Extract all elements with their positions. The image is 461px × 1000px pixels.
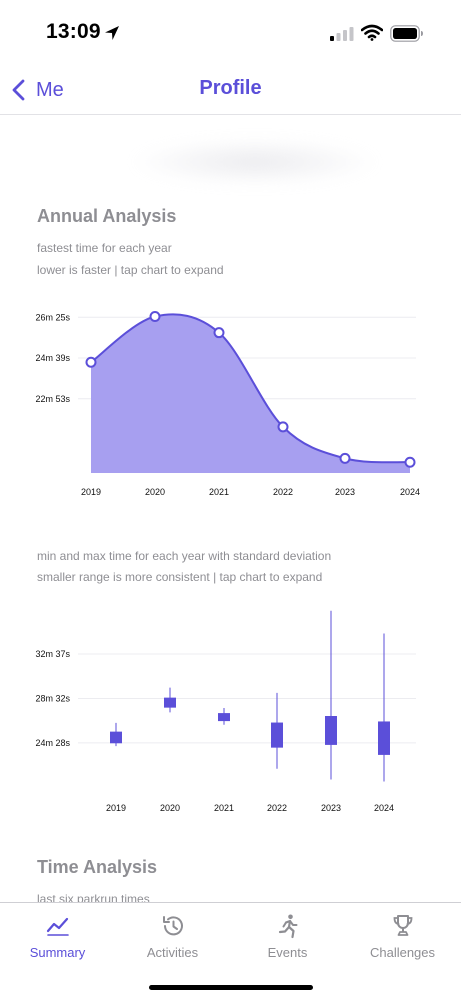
annual-analysis-title: Annual Analysis xyxy=(37,206,177,226)
chart-line-icon xyxy=(46,917,69,936)
annual-y-tick-label: 24m 39s xyxy=(35,353,70,363)
tab-challenges-label: Challenges xyxy=(369,945,436,960)
tab-bar: Summary Activities Events Challenges xyxy=(0,902,461,1000)
annual-data-point-2023 xyxy=(339,452,351,464)
annual-analysis-caption-1: fastest time for each year xyxy=(37,241,172,255)
annual-x-tick-label: 2021 xyxy=(209,487,229,497)
annual-y-tick-label: 26m 25s xyxy=(35,312,70,322)
tab-events[interactable]: Events xyxy=(230,913,345,967)
battery-icon xyxy=(390,25,423,42)
range-y-tick-label: 32m 37s xyxy=(35,649,70,659)
range-x-tick-label: 2024 xyxy=(374,803,394,813)
annual-y-tick-label: 22m 53s xyxy=(35,394,70,404)
runner-icon xyxy=(278,914,297,939)
status-bar: 13:09 xyxy=(0,0,461,66)
range-box-2020 xyxy=(164,697,176,708)
annual-fastest-time-chart[interactable]: 26m 25s 24m 39s 22m 53s 2019 2020 2021 2022 202… xyxy=(0,300,461,510)
tab-challenges[interactable]: Challenges xyxy=(345,913,460,967)
annual-x-tick-label: 2019 xyxy=(81,487,101,497)
annual-range-svg: 32m 37s 28m 32s 24m 28s 2019 2020 2021 2022 202… xyxy=(35,610,416,813)
trophy-icon xyxy=(393,915,412,936)
cellular-signal-icon xyxy=(330,27,354,41)
annual-analysis-caption-2: lower is faster | tap chart to expand xyxy=(37,263,224,277)
tab-summary[interactable]: Summary xyxy=(0,913,115,967)
annual-data-point-2024 xyxy=(404,456,416,468)
history-icon xyxy=(162,916,183,936)
annual-x-tick-label: 2023 xyxy=(335,487,355,497)
range-box-2021 xyxy=(218,713,230,722)
range-y-tick-label: 24m 28s xyxy=(35,738,70,748)
wifi-icon xyxy=(361,24,383,41)
range-x-tick-label: 2022 xyxy=(267,803,287,813)
annual-data-point-2019 xyxy=(85,356,97,368)
tab-activities-label: Activities xyxy=(146,945,199,960)
annual-area-fill xyxy=(91,314,410,473)
redacted-name xyxy=(130,138,380,186)
annual-x-tick-label: 2022 xyxy=(273,487,293,497)
annual-data-point-2020 xyxy=(149,311,161,323)
time-analysis-caption: last six parkrun times xyxy=(37,892,150,902)
range-box-2024 xyxy=(378,721,390,755)
tab-events-label: Events xyxy=(267,945,308,960)
annual-fastest-time-svg: 26m 25s 24m 39s 22m 53s 2019 2020 2021 2022 202… xyxy=(35,311,420,497)
home-indicator xyxy=(149,985,313,990)
range-box-2023 xyxy=(325,716,337,745)
annual-data-point-2022 xyxy=(277,421,289,433)
range-analysis-caption-2: smaller range is more consistent | tap c… xyxy=(37,570,323,584)
location-arrow-icon xyxy=(105,26,119,40)
profile-content[interactable]: Annual Analysis fastest time for each ye… xyxy=(0,116,461,902)
range-x-tick-label: 2021 xyxy=(214,803,234,813)
range-x-tick-label: 2020 xyxy=(160,803,180,813)
annual-x-tick-label: 2024 xyxy=(400,487,420,497)
time-analysis-title: Time Analysis xyxy=(37,857,158,877)
tab-summary-label: Summary xyxy=(29,945,86,960)
annual-x-tick-label: 2020 xyxy=(145,487,165,497)
back-button[interactable]: Me xyxy=(10,74,64,106)
range-x-tick-label: 2019 xyxy=(106,803,126,813)
range-box-2022 xyxy=(271,722,283,748)
tab-activities[interactable]: Activities xyxy=(115,913,230,967)
back-button-label: Me xyxy=(36,78,64,101)
range-y-tick-label: 28m 32s xyxy=(35,694,70,704)
status-time: 13:09 xyxy=(46,20,101,43)
annual-range-chart[interactable]: 32m 37s 28m 32s 24m 28s 2019 2020 2021 2022 202… xyxy=(0,608,461,818)
navigation-bar: Me Profile xyxy=(0,66,461,115)
page-title: Profile xyxy=(199,77,262,99)
range-x-tick-label: 2023 xyxy=(321,803,341,813)
range-analysis-caption-1: min and max time for each year with stan… xyxy=(37,549,332,563)
chevron-left-icon xyxy=(12,79,25,101)
range-box-2019 xyxy=(110,731,122,744)
annual-data-point-2021 xyxy=(213,327,225,339)
